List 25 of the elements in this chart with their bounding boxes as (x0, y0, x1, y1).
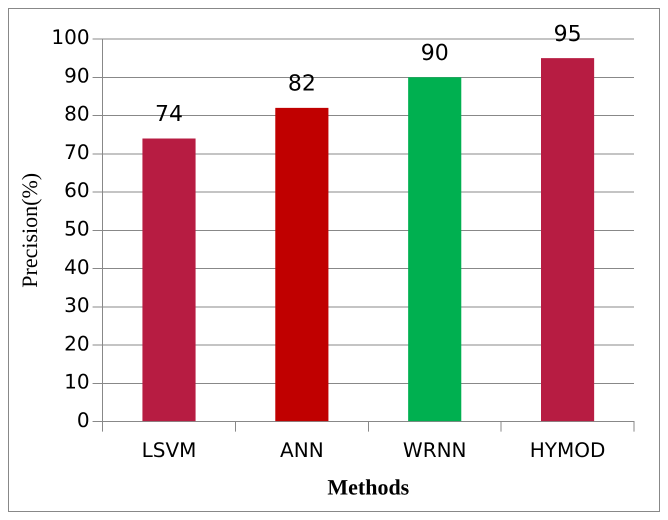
y-tick-label: 60 (64, 178, 90, 202)
y-tick-label: 10 (64, 370, 90, 394)
bar (142, 138, 196, 422)
data-label: 74 (155, 102, 183, 128)
data-label: 90 (420, 40, 449, 66)
x-tick-label: HYMOD (530, 438, 606, 462)
x-tick-label: WRNN (402, 438, 467, 462)
y-tick-label: 90 (64, 63, 90, 88)
bar (408, 77, 462, 422)
x-tick-label: LSVM (142, 438, 196, 462)
y-tick-label: 0 (76, 408, 90, 432)
data-label: 82 (288, 72, 316, 97)
y-tick-label: 50 (64, 216, 90, 241)
y-tick-label: 40 (64, 254, 90, 279)
y-tick-label: 30 (64, 293, 90, 318)
bar (275, 108, 328, 422)
x-tick-label: ANN (280, 438, 324, 462)
y-tick-label: 80 (64, 102, 90, 126)
x-axis-title: Methods (327, 474, 410, 500)
y-tick-label: 20 (64, 331, 90, 356)
bar (541, 58, 594, 422)
y-tick-label: 100 (51, 25, 90, 50)
y-tick-label: 70 (64, 140, 90, 164)
data-label: 95 (554, 22, 582, 47)
y-axis-title: Precision(%) (16, 172, 42, 288)
